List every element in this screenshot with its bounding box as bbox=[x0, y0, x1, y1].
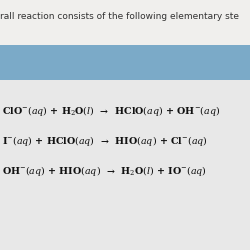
Text: OH$^{-}$$(aq)$ + HIO$(aq)$  →  H$_{2}$O$(l)$ + IO$^{-}$$(aq)$: OH$^{-}$$(aq)$ + HIO$(aq)$ → H$_{2}$O$(l… bbox=[2, 164, 207, 178]
Text: ClO$^{-}$$(aq)$ + H$_{2}$O$(l)$  →  HClO$(aq)$ + OH$^{-}$$(aq)$: ClO$^{-}$$(aq)$ + H$_{2}$O$(l)$ → HClO$(… bbox=[2, 104, 221, 118]
Text: rall reaction consists of the following elementary ste: rall reaction consists of the following … bbox=[0, 12, 239, 21]
Bar bbox=[0, 80, 250, 250]
Bar bbox=[0, 45, 250, 80]
Text: I$^{-}$$(aq)$ + HClO$(aq)$  →  HIO$(aq)$ + Cl$^{-}$$(aq)$: I$^{-}$$(aq)$ + HClO$(aq)$ → HIO$(aq)$ +… bbox=[2, 134, 208, 148]
